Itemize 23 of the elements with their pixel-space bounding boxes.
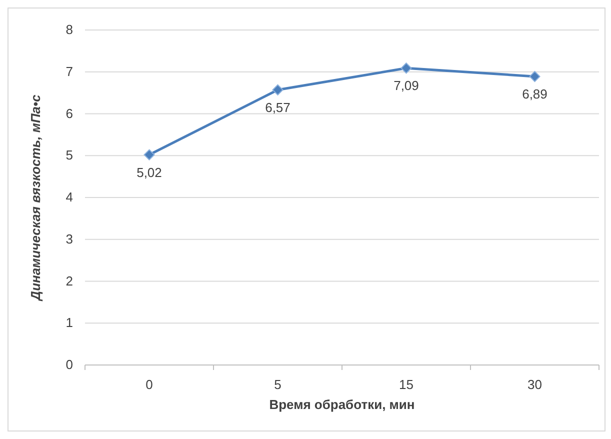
y-tick-label: 3 bbox=[66, 231, 73, 246]
data-label: 6,57 bbox=[265, 100, 290, 115]
data-label: 7,09 bbox=[394, 78, 419, 94]
data-label: 6,89 bbox=[522, 86, 548, 102]
y-tick-label: 8 bbox=[66, 22, 73, 37]
data-label: 5,02 bbox=[136, 164, 162, 180]
y-tick-label: 0 bbox=[66, 357, 73, 372]
x-tick-label: 5 bbox=[274, 377, 282, 392]
point bbox=[400, 62, 412, 74]
y-tick-label: 7 bbox=[66, 64, 73, 79]
x-tick-label: 0 bbox=[146, 377, 153, 392]
point bbox=[272, 84, 284, 96]
x-tick-label: 15 bbox=[399, 377, 414, 392]
point bbox=[529, 70, 540, 82]
y-tick-label: 6 bbox=[66, 106, 73, 121]
y-tick-label: 4 bbox=[66, 190, 73, 204]
y-tick-label: 2 bbox=[66, 273, 73, 288]
point bbox=[144, 149, 155, 160]
x-axis-title: Время обработки, мин bbox=[269, 397, 415, 412]
y-axis-title: Динамическая вязкость, мПа•с bbox=[28, 94, 43, 302]
y-tick-label: 5 bbox=[66, 148, 73, 163]
y-tick-label: 1 bbox=[66, 315, 73, 330]
x-tick-label: 30 bbox=[528, 377, 542, 392]
